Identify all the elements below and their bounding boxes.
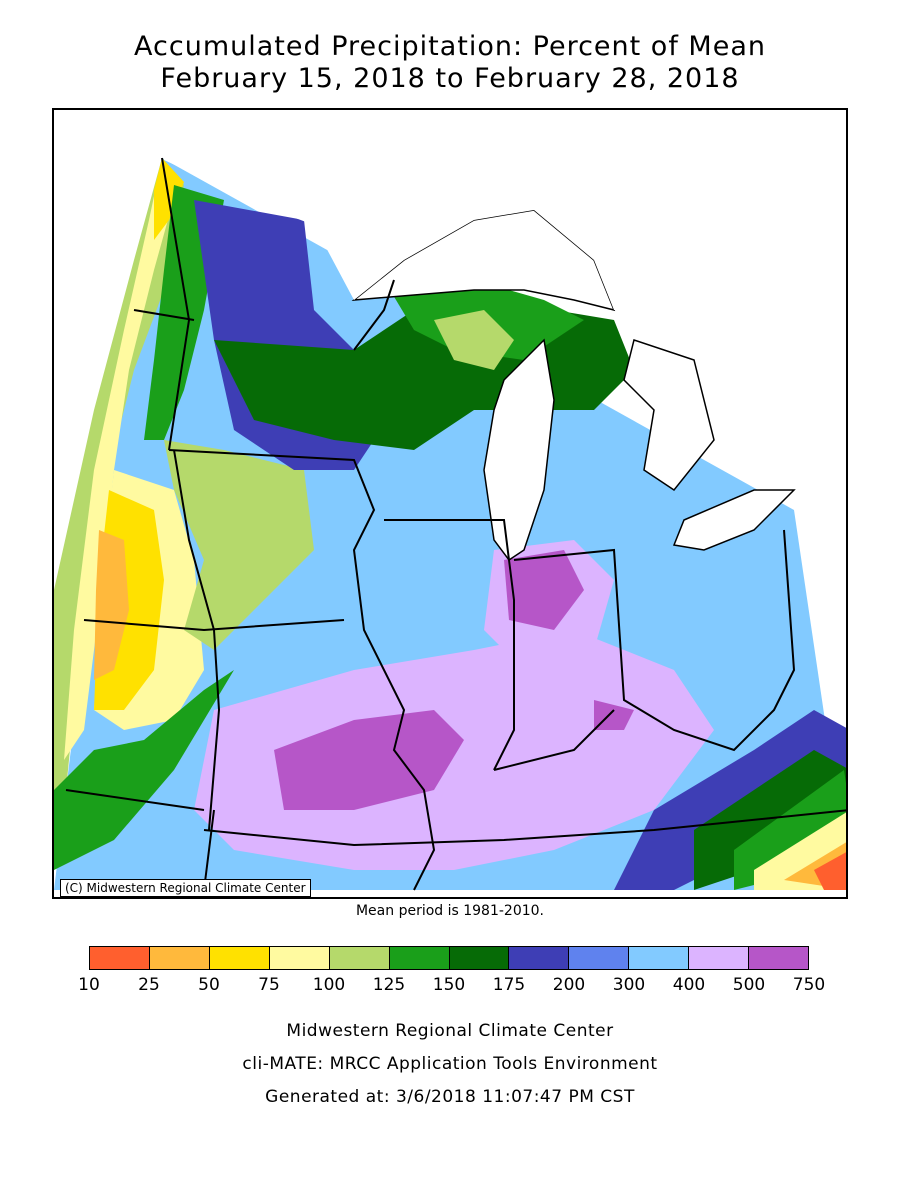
contour-150-se — [734, 770, 846, 890]
legend-swatch — [569, 947, 630, 969]
canada-area — [164, 110, 846, 408]
legend-swatch — [269, 947, 330, 969]
legend-colorbar — [89, 946, 809, 970]
contour-200-se — [614, 710, 846, 890]
legend-swatch — [329, 947, 390, 969]
legend-swatch — [449, 947, 510, 969]
border-mn-wi — [353, 279, 395, 351]
contour-75-west — [64, 158, 179, 760]
legend-tick-label: 50 — [198, 975, 220, 995]
legend-tick-label: 750 — [792, 975, 826, 995]
map-canvas — [54, 110, 846, 891]
border-ky-in — [493, 709, 615, 771]
lake-michigan — [483, 338, 555, 562]
legend-swatch — [149, 947, 210, 969]
contour-750-missouri — [274, 710, 464, 810]
legend-tick-label: 175 — [492, 975, 526, 995]
legend-tick-label: 200 — [552, 975, 586, 995]
precipitation-map — [52, 108, 848, 899]
contour-125-lake — [434, 310, 514, 370]
lake-erie — [672, 489, 796, 551]
footer-organization: Midwestern Regional Climate Center — [286, 1021, 614, 1041]
border-in-oh — [513, 529, 796, 752]
precip-contours — [54, 158, 846, 890]
contour-750-indiana — [504, 550, 584, 630]
great-lakes — [164, 110, 846, 562]
border-ks-ok — [203, 809, 215, 891]
legend-tick-label: 10 — [78, 975, 100, 995]
legend-tick-label: 100 — [312, 975, 346, 995]
border-nd-sd — [133, 309, 195, 321]
legend-swatch — [389, 947, 450, 969]
state-borders — [65, 157, 846, 891]
contour-100-west — [54, 158, 184, 810]
legend-tick-label: 300 — [612, 975, 646, 995]
border-ia-il-mo — [168, 449, 436, 891]
copyright-label: (C) Midwestern Regional Climate Center — [60, 879, 311, 897]
lake-huron — [623, 339, 715, 492]
map-date-range: February 15, 2018 to February 28, 2018 — [160, 63, 740, 94]
contour-100-central — [164, 440, 314, 650]
footer-tool: cli-MATE: MRCC Application Tools Environ… — [242, 1054, 658, 1074]
border-ks-ne — [65, 789, 205, 811]
border-ia-mo — [83, 619, 345, 632]
contour-125-sw — [54, 670, 234, 870]
legend-swatch — [689, 947, 750, 969]
legend-tick-label: 75 — [258, 975, 280, 995]
legend-swatch — [749, 947, 809, 969]
map-title: Accumulated Precipitation: Percent of Me… — [134, 31, 766, 62]
legend-tick-label: 400 — [672, 975, 706, 995]
legend-tick-label: 500 — [732, 975, 766, 995]
contour-175-se — [694, 750, 846, 890]
footer-generated: Generated at: 3/6/2018 11:07:47 PM CST — [265, 1087, 635, 1107]
contour-750-kentucky — [594, 700, 634, 730]
legend-swatch — [629, 947, 690, 969]
legend-swatch — [209, 947, 270, 969]
contour-10-se — [814, 852, 846, 890]
legend-swatch — [509, 947, 570, 969]
mean-period-note: Mean period is 1981-2010. — [355, 903, 545, 919]
legend-tick-label: 150 — [432, 975, 466, 995]
border-ar-mo-tn — [203, 809, 846, 847]
legend-tick-label: 25 — [138, 975, 160, 995]
contour-25-west — [94, 530, 129, 680]
border-il-in — [384, 519, 515, 771]
legend-swatch — [90, 947, 150, 969]
legend-tick-label: 125 — [372, 975, 406, 995]
